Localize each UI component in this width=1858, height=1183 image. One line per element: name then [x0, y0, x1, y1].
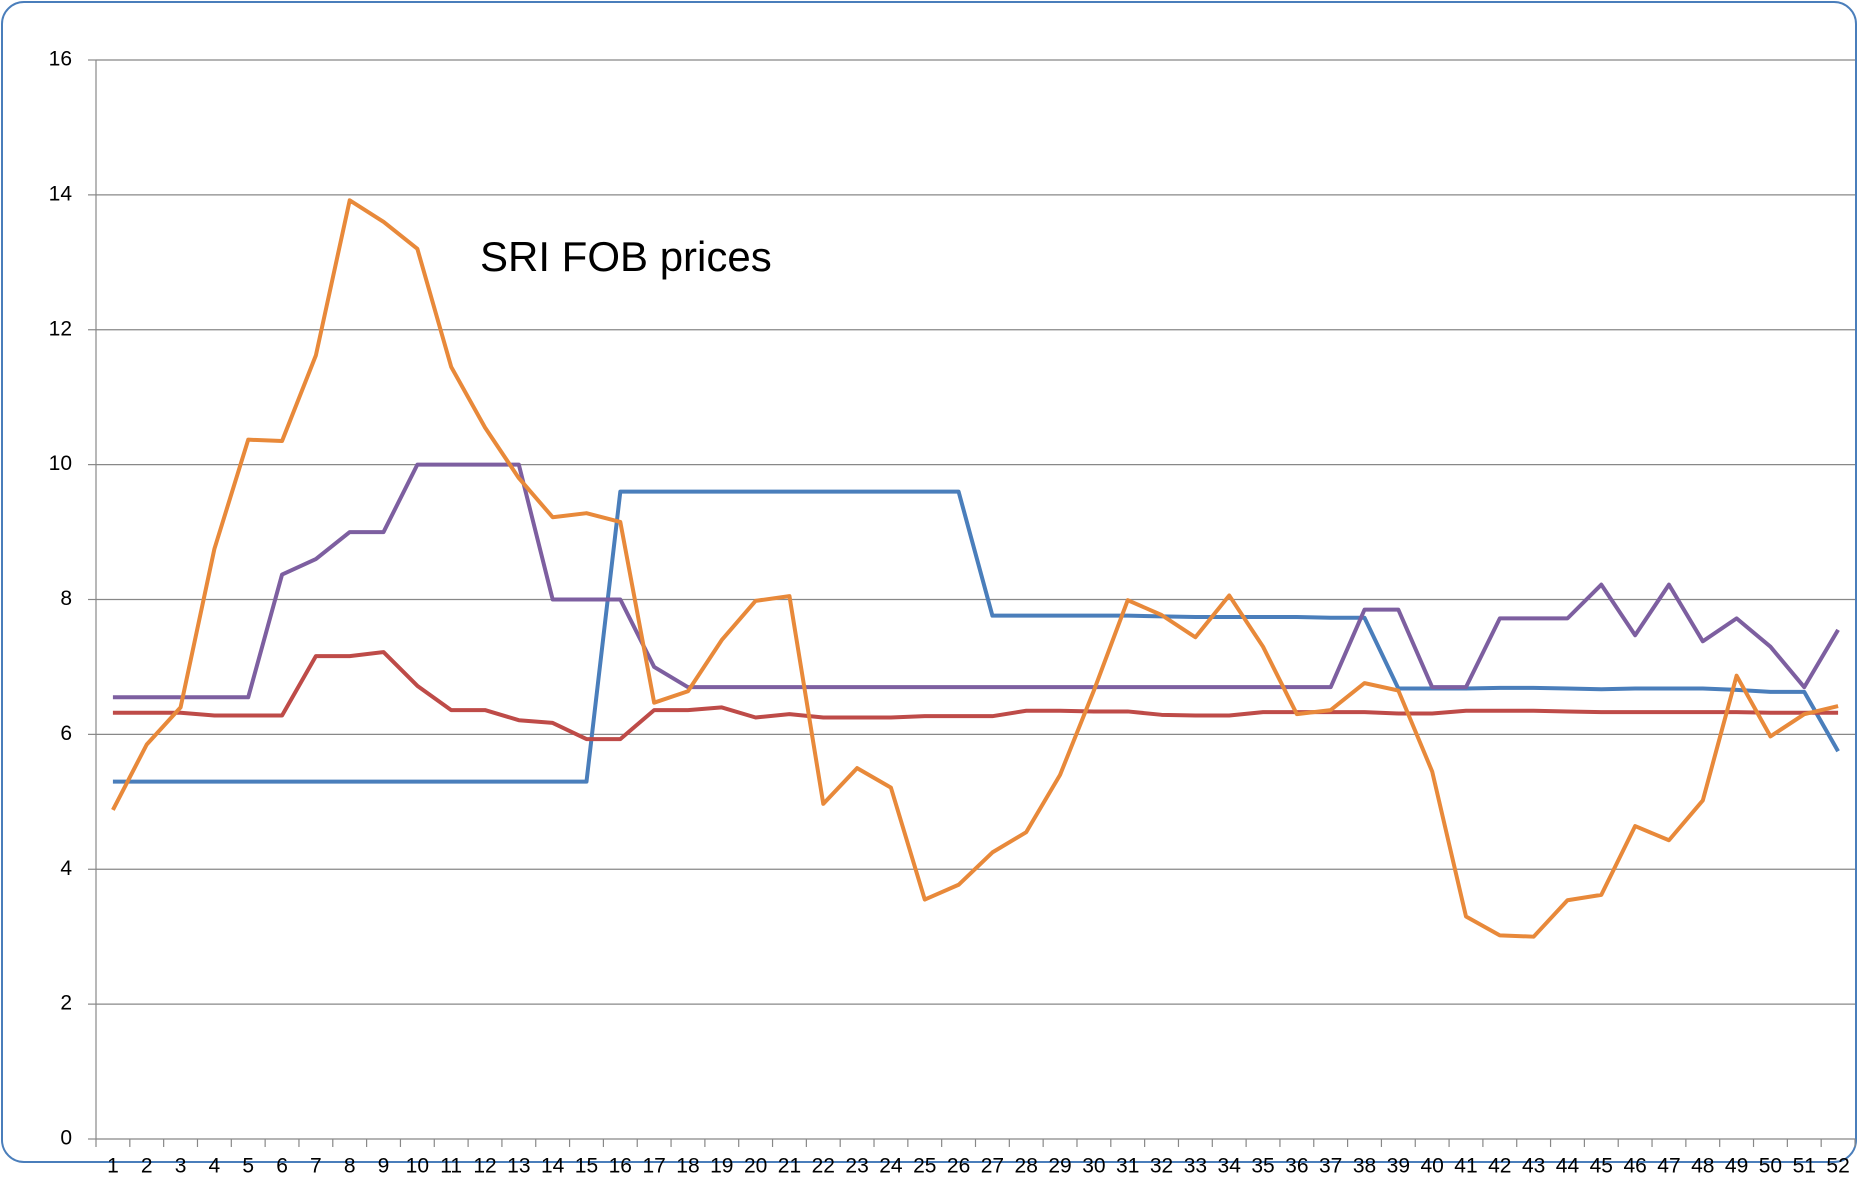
- x-tick-label: 19: [710, 1155, 733, 1178]
- x-tick-label: 32: [1150, 1155, 1173, 1178]
- y-tick-label: 4: [60, 857, 72, 880]
- x-tick-label: 40: [1420, 1155, 1443, 1178]
- x-tick-label: 20: [744, 1155, 767, 1178]
- series-line: [112, 489, 1840, 784]
- x-tick-label: 47: [1657, 1155, 1680, 1178]
- x-tick-label: 12: [473, 1155, 496, 1178]
- x-tick-label: 51: [1793, 1155, 1816, 1178]
- series-line: [111, 198, 1839, 939]
- x-tick-label: 30: [1082, 1155, 1105, 1178]
- x-tick-label: 42: [1488, 1155, 1511, 1178]
- x-tick-label: 15: [575, 1155, 598, 1178]
- series-line: [112, 650, 1839, 742]
- x-tick-label: 21: [778, 1155, 801, 1178]
- x-tick-label: 3: [175, 1155, 187, 1178]
- series-line: [112, 462, 1840, 700]
- x-tick-label: 23: [845, 1155, 868, 1178]
- x-tick-label: 38: [1353, 1155, 1376, 1178]
- x-tick-label: 22: [812, 1155, 835, 1178]
- x-tick-label: 33: [1184, 1155, 1207, 1178]
- x-tick-label: 1: [107, 1155, 119, 1178]
- x-tick-label: 9: [378, 1155, 390, 1178]
- x-tick-label: 24: [879, 1155, 903, 1178]
- y-tick-label: 10: [49, 452, 72, 475]
- x-tick-label: 16: [609, 1155, 632, 1178]
- x-tick-label: 31: [1116, 1155, 1139, 1178]
- y-tick-label: 12: [49, 317, 72, 340]
- x-tick-label: 17: [642, 1155, 665, 1178]
- x-tick-label: 7: [310, 1155, 322, 1178]
- x-tick-label: 25: [913, 1155, 936, 1178]
- x-tick-label: 35: [1251, 1155, 1274, 1178]
- x-tick-label: 36: [1285, 1155, 1308, 1178]
- x-tick-label: 37: [1319, 1155, 1342, 1178]
- x-tick-label: 48: [1691, 1155, 1714, 1178]
- y-tick-label: 8: [60, 587, 72, 610]
- x-tick-label: 27: [981, 1155, 1004, 1178]
- x-tick-label: 28: [1015, 1155, 1038, 1178]
- x-tick-label: 13: [507, 1155, 530, 1178]
- x-tick-label: 8: [344, 1155, 356, 1178]
- x-tick-label: 34: [1218, 1155, 1242, 1178]
- x-tick-label: 43: [1522, 1155, 1545, 1178]
- x-tick-label: 26: [947, 1155, 970, 1178]
- y-tick-label: 0: [60, 1127, 72, 1150]
- y-tick-label: 16: [49, 48, 72, 71]
- x-tick-label: 52: [1826, 1155, 1849, 1178]
- x-tick-label: 4: [209, 1155, 221, 1178]
- x-tick-label: 18: [676, 1155, 699, 1178]
- x-tick-label: 45: [1590, 1155, 1613, 1178]
- x-tick-label: 50: [1759, 1155, 1782, 1178]
- x-tick-label: 29: [1048, 1155, 1071, 1178]
- x-tick-label: 41: [1454, 1155, 1477, 1178]
- y-tick-label: 6: [60, 722, 72, 745]
- y-tick-label: 14: [49, 182, 73, 205]
- y-tick-label: 2: [60, 992, 72, 1015]
- x-tick-label: 10: [406, 1155, 429, 1178]
- x-tick-label: 44: [1556, 1155, 1580, 1178]
- x-tick-label: 46: [1623, 1155, 1646, 1178]
- x-tick-label: 2: [141, 1155, 153, 1178]
- chart-title: SRI FOB prices: [480, 233, 772, 280]
- x-tick-label: 6: [276, 1155, 288, 1178]
- x-tick-label: 49: [1725, 1155, 1748, 1178]
- x-tick-label: 39: [1387, 1155, 1410, 1178]
- x-tick-label: 14: [541, 1155, 565, 1178]
- x-tick-label: 5: [242, 1155, 254, 1178]
- x-tick-label: 11: [440, 1155, 462, 1178]
